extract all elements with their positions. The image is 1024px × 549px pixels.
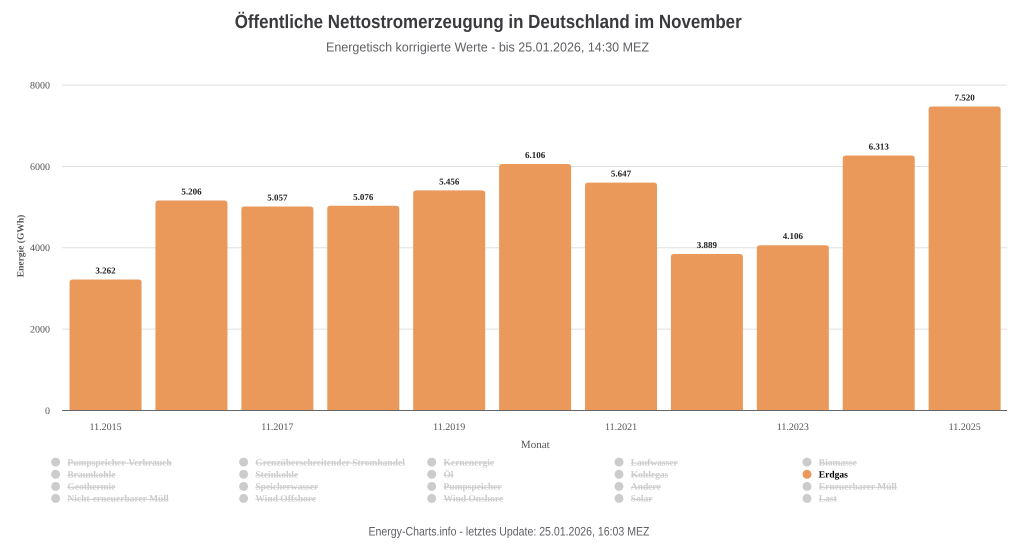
svg-text:4000: 4000 [30, 243, 50, 254]
svg-text:Kernenergie: Kernenergie [444, 458, 495, 468]
svg-text:Geothermie: Geothermie [67, 483, 115, 493]
svg-text:Grenzüberschreitender Stromhan: Grenzüberschreitender Stromhandel [255, 458, 405, 468]
svg-text:2000: 2000 [30, 324, 50, 335]
svg-text:Steinkohle: Steinkohle [255, 471, 298, 481]
svg-text:6.313: 6.313 [869, 142, 890, 152]
svg-text:4.106: 4.106 [783, 231, 804, 241]
svg-text:11.2015: 11.2015 [89, 422, 121, 433]
svg-text:Andere: Andere [631, 483, 661, 493]
svg-text:Nicht-erneuerbarer Müll: Nicht-erneuerbarer Müll [67, 495, 169, 505]
svg-text:3.889: 3.889 [697, 240, 718, 250]
svg-text:6000: 6000 [30, 162, 50, 173]
svg-text:Wind Offshore: Wind Offshore [255, 495, 316, 505]
svg-text:Speicherwasser: Speicherwasser [255, 483, 319, 493]
svg-text:Öl: Öl [444, 470, 454, 481]
svg-text:Kohlegas: Kohlegas [631, 471, 669, 481]
svg-text:Pumpspeicher: Pumpspeicher [444, 483, 503, 493]
svg-text:6.106: 6.106 [525, 150, 546, 160]
svg-text:Erneuerbarer Müll: Erneuerbarer Müll [819, 483, 897, 493]
svg-text:Pumpspeicher-Verbrauch: Pumpspeicher-Verbrauch [67, 458, 172, 468]
svg-text:11.2025: 11.2025 [949, 422, 981, 433]
svg-text:Last: Last [819, 495, 838, 505]
svg-text:11.2019: 11.2019 [433, 422, 465, 433]
svg-text:5.647: 5.647 [611, 169, 632, 179]
svg-text:Energie (GWh): Energie (GWh) [16, 215, 26, 278]
svg-text:Laufwasser: Laufwasser [631, 458, 679, 468]
svg-text:7.520: 7.520 [955, 93, 976, 103]
svg-text:11.2021: 11.2021 [605, 422, 637, 433]
svg-text:Wind Onshore: Wind Onshore [444, 495, 504, 505]
svg-text:Braunkohle: Braunkohle [67, 471, 115, 481]
svg-text:Biomasse: Biomasse [819, 458, 857, 468]
svg-text:Energy-Charts.info - letztes U: Energy-Charts.info - letztes Update: 25.… [369, 525, 650, 539]
svg-text:Öffentliche Nettostromerzeugun: Öffentliche Nettostromerzeugung in Deuts… [235, 11, 743, 33]
svg-text:Monat: Monat [521, 439, 550, 451]
svg-text:0: 0 [45, 406, 50, 417]
svg-text:5.206: 5.206 [181, 187, 202, 197]
svg-text:Erdgas: Erdgas [819, 471, 848, 481]
svg-text:11.2017: 11.2017 [261, 422, 293, 433]
svg-text:5.057: 5.057 [267, 193, 288, 203]
svg-text:5.456: 5.456 [439, 176, 460, 186]
svg-text:Energetisch korrigierte Werte: Energetisch korrigierte Werte - bis 25.0… [326, 40, 649, 55]
svg-text:3.262: 3.262 [95, 265, 116, 275]
svg-text:11.2023: 11.2023 [777, 422, 809, 433]
svg-text:8000: 8000 [30, 80, 50, 91]
svg-text:Solar: Solar [631, 495, 653, 505]
svg-text:5.076: 5.076 [353, 192, 374, 202]
